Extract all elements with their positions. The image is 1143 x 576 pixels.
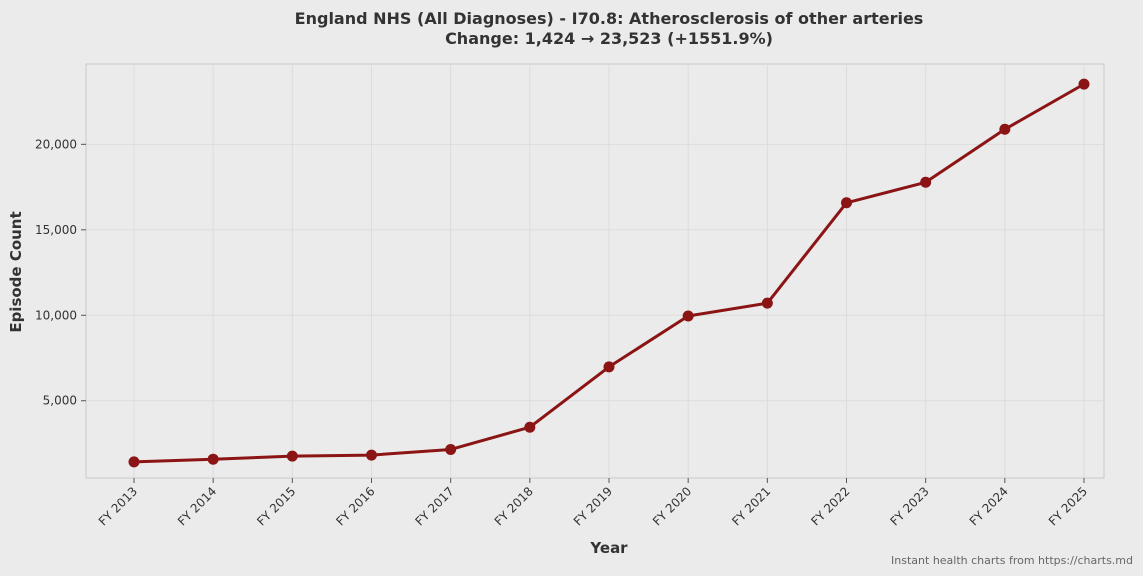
x-tick-label: FY 2020	[650, 484, 694, 528]
chart-title: England NHS (All Diagnoses) - I70.8: Ath…	[295, 9, 924, 28]
x-tick-label: FY 2017	[413, 484, 457, 528]
source-note: Instant health charts from https://chart…	[891, 554, 1133, 567]
x-tick-label: FY 2024	[967, 484, 1011, 528]
x-tick-label: FY 2019	[571, 484, 615, 528]
data-point	[999, 123, 1011, 135]
data-point	[286, 450, 298, 462]
data-point	[445, 443, 457, 455]
series	[128, 78, 1090, 468]
data-point	[207, 453, 219, 465]
plot-area	[85, 63, 1105, 479]
data-point	[603, 361, 615, 373]
chart-subtitle: Change: 1,424 → 23,523 (+1551.9%)	[445, 29, 773, 48]
data-point	[128, 456, 140, 468]
data-point	[761, 297, 773, 309]
y-tick-label: 5,000	[43, 394, 77, 408]
data-point	[366, 449, 377, 461]
data-point	[1078, 78, 1090, 90]
y-tick-label: 15,000	[35, 223, 77, 237]
x-tick-label: FY 2022	[808, 484, 852, 528]
data-point	[682, 310, 694, 322]
y-tick-label: 20,000	[35, 137, 77, 151]
data-point	[841, 197, 852, 209]
x-tick-label: FY 2013	[96, 484, 140, 528]
x-tick-label: FY 2021	[729, 484, 773, 528]
x-tick-label: FY 2016	[333, 484, 377, 528]
x-tick-label: FY 2014	[175, 484, 219, 528]
x-tick-label: FY 2025	[1046, 484, 1090, 528]
y-axis-label: Episode Count	[7, 211, 25, 332]
x-axis-label: Year	[589, 539, 628, 557]
y-tick-label: 10,000	[35, 308, 77, 322]
data-point	[524, 421, 536, 433]
x-axis-ticks: FY 2013 FY 2014 FY 2015 FY 2016 FY 2017 FY 20…	[96, 478, 1090, 528]
x-tick-label: FY 2018	[492, 484, 536, 528]
y-axis-ticks: 5,000 10,000 15,000 20,000	[35, 137, 86, 408]
x-tick-label: FY 2015	[254, 484, 298, 528]
x-tick-label: FY 2023	[888, 484, 932, 528]
data-point	[920, 176, 932, 188]
